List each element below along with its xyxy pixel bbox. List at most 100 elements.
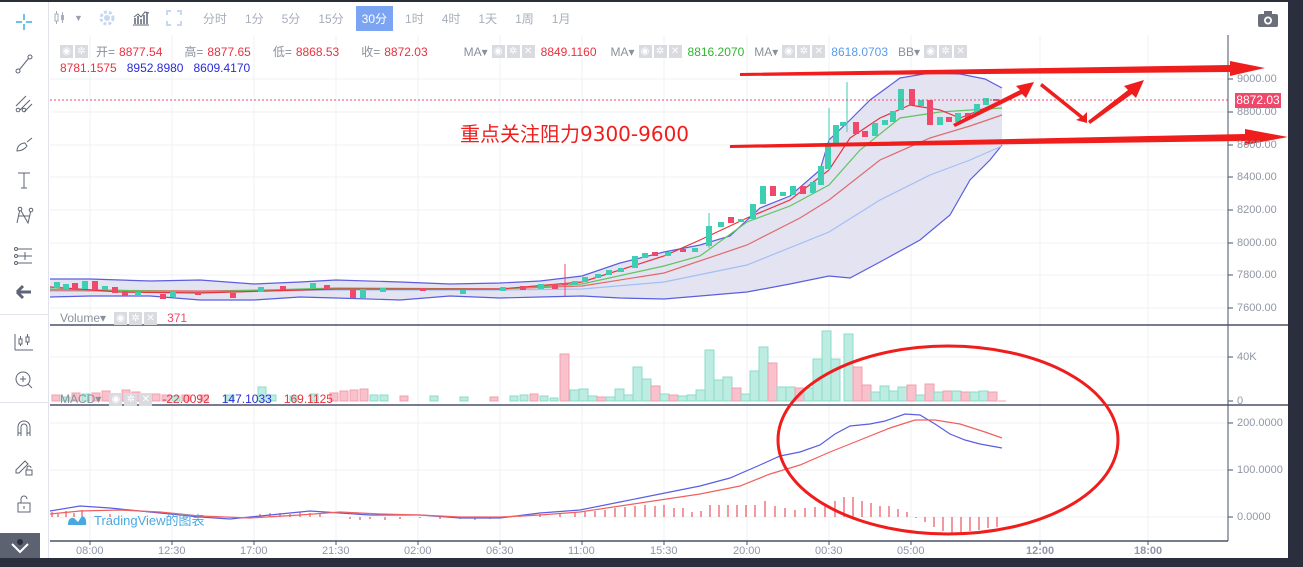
gear-icon[interactable]: ✲ [124, 392, 138, 406]
eye-icon[interactable]: ◉ [638, 45, 652, 58]
lock-tool[interactable] [8, 488, 40, 520]
time-tick: 18:00 [1134, 545, 1163, 557]
price-tick: 8400.00 [1237, 171, 1277, 183]
crosshair-tool[interactable] [8, 6, 40, 38]
interval-5m[interactable]: 5分 [281, 11, 301, 26]
tradingview-watermark[interactable]: TradingView的图表 [66, 510, 205, 529]
gear-icon[interactable]: ✲ [129, 311, 143, 325]
current-price-label: 8872.03 [1235, 93, 1281, 108]
time-tick: 06:30 [486, 545, 514, 557]
close-icon[interactable]: ✕ [521, 45, 535, 58]
screenshot-button[interactable] [1257, 10, 1279, 28]
arrow-up-2 [1088, 80, 1144, 124]
pitchfork-tool[interactable] [8, 88, 40, 120]
time-tick: 05:00 [897, 545, 925, 557]
price-tick: 7800.00 [1237, 269, 1277, 281]
measure-tool[interactable] [8, 326, 40, 358]
interval-4h[interactable]: 4时 [441, 11, 461, 26]
interval-1d[interactable]: 1天 [478, 11, 498, 26]
macd-label[interactable]: MACD▾ [60, 392, 102, 406]
time-tick: 17:00 [240, 545, 268, 557]
low-label: 低= [272, 45, 292, 59]
fullscreen-button[interactable] [165, 9, 183, 27]
lock-drawings-tool[interactable] [8, 450, 40, 482]
gear-icon[interactable]: ✲ [506, 45, 520, 58]
close-icon[interactable]: ✕ [144, 311, 158, 325]
candles [54, 82, 999, 299]
bollinger-band [50, 73, 1002, 300]
camera-icon [1258, 11, 1278, 27]
gear-icon[interactable]: ✲ [939, 45, 953, 58]
brush-icon [16, 137, 33, 152]
bb-basis-value: 8781.1575 [60, 61, 117, 75]
interval-30m[interactable]: 30分 [355, 5, 394, 31]
toolbar-divider [0, 314, 48, 315]
volume-tick: 40K [1237, 351, 1257, 363]
arrow-resistance-lower [730, 129, 1288, 148]
toolbar-divider-2 [0, 402, 48, 403]
ma1-label[interactable]: MA▾ [463, 44, 488, 59]
interval-1m[interactable]: 1分 [244, 11, 264, 26]
ma2-label[interactable]: MA▾ [610, 44, 635, 59]
text-tool[interactable] [8, 164, 40, 196]
close-icon[interactable]: ✕ [668, 45, 682, 58]
gear-icon[interactable]: ✲ [653, 45, 667, 58]
ma3-value: 8618.0703 [831, 44, 889, 59]
close-icon[interactable]: ✕ [812, 45, 826, 58]
macd-signal-value: 169.1125 [283, 392, 333, 406]
hide-drawings-button[interactable] [0, 533, 40, 558]
close-icon[interactable]: ✕ [954, 45, 968, 58]
close-icon[interactable]: ✕ [139, 392, 153, 406]
interval-1h[interactable]: 1时 [405, 11, 424, 26]
back-button[interactable] [8, 276, 40, 308]
time-tick: 08:00 [76, 545, 104, 557]
price-tick: 8600.00 [1237, 139, 1277, 151]
eye-icon[interactable]: ◉ [491, 45, 505, 58]
brush-tool[interactable] [8, 128, 40, 160]
eye-icon[interactable]: ◉ [924, 45, 938, 58]
arrow-left-icon [15, 284, 31, 300]
macd-legend: MACD▾ ◉ ✲ ✕ -22.0092 147.1033 169.1125 [60, 392, 333, 406]
magnet-tool[interactable] [8, 412, 40, 444]
bb-upper-value: 8952.8980 [126, 61, 184, 75]
time-tick: 11:00 [568, 545, 595, 557]
magnet-icon [17, 420, 31, 436]
ma3-name: MA [754, 44, 773, 59]
macd-tick: 100.0000 [1237, 464, 1283, 476]
bb-label[interactable]: BB▾ [898, 44, 921, 59]
volume-bars [51, 330, 1006, 402]
interval-1w[interactable]: 1周 [515, 11, 534, 26]
volume-value: 371 [167, 311, 188, 325]
bottom-bar [0, 558, 1288, 567]
eye-icon[interactable]: ◉ [782, 45, 796, 58]
volume-name: Volume [60, 311, 101, 325]
eye-icon[interactable]: ◉ [109, 392, 123, 406]
volume-legend: Volume▾ ◉ ✲ ✕ 371 [60, 311, 187, 325]
fib-tool[interactable] [8, 240, 40, 272]
top-toolbar: ▼ 分时 1分 5分 15分 30分 1时 4时 1天 1周 1月 [52, 4, 582, 32]
indicators-button[interactable] [131, 9, 151, 27]
interval-tick[interactable]: 分时 [202, 11, 227, 26]
ma-long-line [49, 145, 1003, 293]
macd-line [49, 413, 1003, 520]
annotation-resistance-text: 重点关注阻力9300-9600 [460, 122, 690, 146]
pattern-tool[interactable] [8, 200, 40, 232]
chart-canvas[interactable] [0, 0, 1288, 558]
zoom-in-tool[interactable] [8, 364, 40, 396]
ma3-label[interactable]: MA▾ [754, 44, 779, 59]
eye-icon[interactable]: ◉ [60, 45, 73, 58]
price-tick: 8800.00 [1237, 106, 1277, 118]
eye-icon[interactable]: ◉ [114, 311, 128, 325]
settings-button[interactable] [97, 8, 117, 28]
interval-15m[interactable]: 15分 [318, 11, 344, 26]
interval-1mo[interactable]: 1月 [551, 11, 571, 26]
time-tick: 02:00 [404, 545, 432, 557]
gear-icon[interactable]: ✲ [75, 45, 88, 58]
gear-icon[interactable]: ✲ [797, 45, 811, 58]
macd-value: 147.1033 [221, 392, 272, 406]
chart-type-button[interactable]: ▼ [52, 10, 83, 26]
trendline-tool[interactable] [8, 48, 40, 80]
zoom-in-icon [15, 371, 33, 389]
volume-label[interactable]: Volume▾ [60, 311, 107, 325]
price-tick: 8000.00 [1237, 237, 1277, 249]
